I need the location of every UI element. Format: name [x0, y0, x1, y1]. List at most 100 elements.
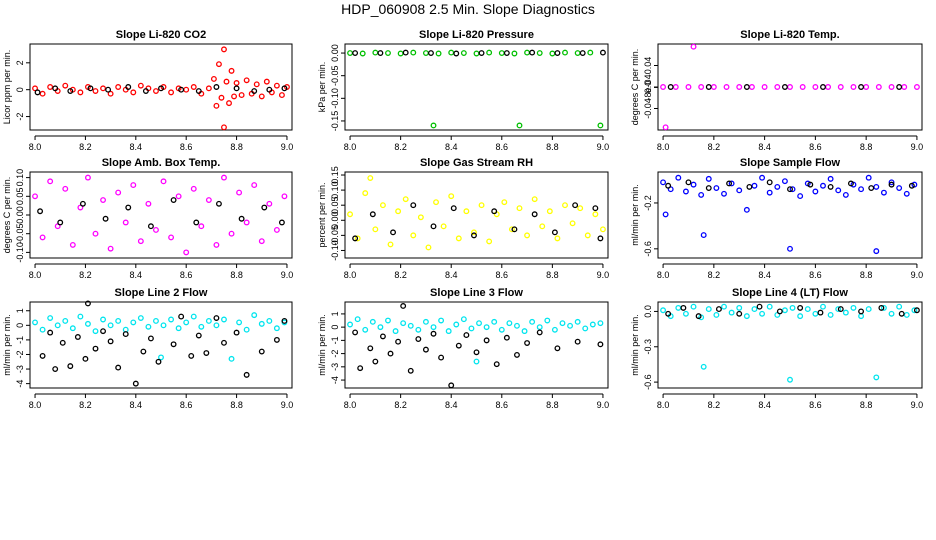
data-point — [549, 50, 556, 57]
data-point — [84, 320, 91, 327]
data-point — [667, 84, 674, 90]
data-point — [69, 241, 76, 248]
data-point — [766, 179, 773, 186]
y-tick-label: -0.3 — [643, 339, 653, 355]
data-point — [107, 90, 114, 97]
data-point — [736, 187, 743, 194]
data-point — [858, 84, 865, 90]
data-point — [238, 92, 245, 99]
data-point — [582, 325, 589, 332]
x-tick-label: 9.0 — [597, 400, 610, 410]
data-point — [153, 88, 159, 94]
data-point — [675, 174, 682, 181]
data-point — [57, 219, 64, 226]
x-tick-label: 8.4 — [130, 400, 143, 410]
x-tick-label: 8.2 — [79, 400, 92, 410]
data-point — [369, 318, 376, 325]
y-axis-label: Licor ppm per min. — [2, 50, 12, 125]
data-point — [397, 50, 404, 57]
data-point — [812, 188, 819, 195]
data-point — [115, 189, 122, 196]
x-tick-label: 8.4 — [130, 142, 143, 152]
data-point — [221, 124, 227, 131]
data-point — [400, 303, 407, 309]
data-point — [402, 196, 409, 203]
data-point — [498, 326, 505, 333]
data-point — [218, 94, 225, 101]
data-point — [493, 361, 500, 368]
data-point — [266, 317, 273, 324]
data-point — [736, 84, 743, 90]
data-point — [868, 185, 875, 192]
x-tick-label: 8.6 — [180, 142, 193, 152]
data-point — [395, 338, 402, 345]
plot-frame — [344, 171, 609, 259]
data-point — [215, 200, 222, 207]
data-point — [483, 337, 490, 344]
data-point — [122, 219, 129, 226]
data-point — [107, 245, 114, 252]
data-point — [589, 321, 596, 328]
data-point — [705, 175, 712, 182]
data-point — [713, 312, 720, 318]
data-point — [100, 85, 107, 92]
data-point — [478, 202, 485, 209]
x-tick-label: 8.0 — [29, 142, 42, 152]
y-tick-label: -1 — [15, 336, 25, 344]
y-tick-label: -2 — [15, 350, 25, 358]
data-point — [379, 202, 386, 209]
x-tick-label: 8.4 — [445, 400, 458, 410]
data-point — [100, 316, 107, 323]
data-point — [665, 310, 672, 317]
data-point — [372, 226, 379, 233]
x-tick-label: 8.8 — [230, 142, 243, 152]
x-tick-label: 8.8 — [546, 400, 559, 410]
data-point — [430, 324, 437, 331]
chart-panel: Slope Li-820 Temp. 8.0 8.2 8.4 8.6 8.8 9.0 -8e-… — [630, 29, 923, 152]
data-point — [84, 174, 91, 181]
data-point — [759, 310, 766, 317]
x-tick-label: 8.2 — [708, 142, 721, 152]
data-point — [514, 322, 520, 329]
data-point — [491, 318, 498, 325]
data-point — [347, 321, 354, 328]
x-tick-label: 8.0 — [344, 400, 357, 410]
panel-title: Slope Sample Flow — [740, 157, 841, 169]
y-tick-label: 2 — [15, 60, 25, 65]
data-point — [690, 303, 697, 310]
data-point — [723, 84, 730, 90]
y-tick-label: -4 — [15, 380, 25, 388]
data-point — [680, 304, 687, 311]
data-point — [198, 323, 205, 330]
data-point — [858, 308, 865, 315]
data-point — [781, 178, 788, 185]
data-point — [574, 50, 581, 57]
y-tick-label: -0.15 — [330, 111, 340, 132]
y-tick-label: -0.6 — [643, 374, 653, 390]
data-point — [422, 50, 429, 57]
data-point — [491, 208, 498, 215]
data-point — [888, 84, 895, 90]
y-tick-label: -0.10 — [15, 242, 25, 263]
data-point — [198, 223, 205, 230]
data-point — [685, 179, 692, 186]
data-point — [236, 189, 243, 196]
data-point — [281, 85, 288, 92]
data-point — [140, 348, 147, 355]
data-point — [243, 219, 250, 226]
x-tick-label: 9.0 — [597, 142, 610, 152]
x-tick-label: 9.0 — [911, 400, 924, 410]
data-point — [690, 43, 697, 50]
data-point — [751, 306, 758, 313]
data-point — [228, 67, 235, 74]
y-axis-label: ml/min per min. — [2, 314, 12, 376]
data-point — [574, 338, 581, 345]
data-point — [761, 84, 768, 90]
data-point — [672, 84, 679, 90]
data-point — [130, 182, 137, 189]
data-point — [827, 312, 834, 318]
data-point — [521, 328, 528, 335]
y-tick-label: 0.00 — [15, 206, 25, 224]
x-tick-label: 8.4 — [758, 400, 771, 410]
data-point — [52, 85, 59, 92]
